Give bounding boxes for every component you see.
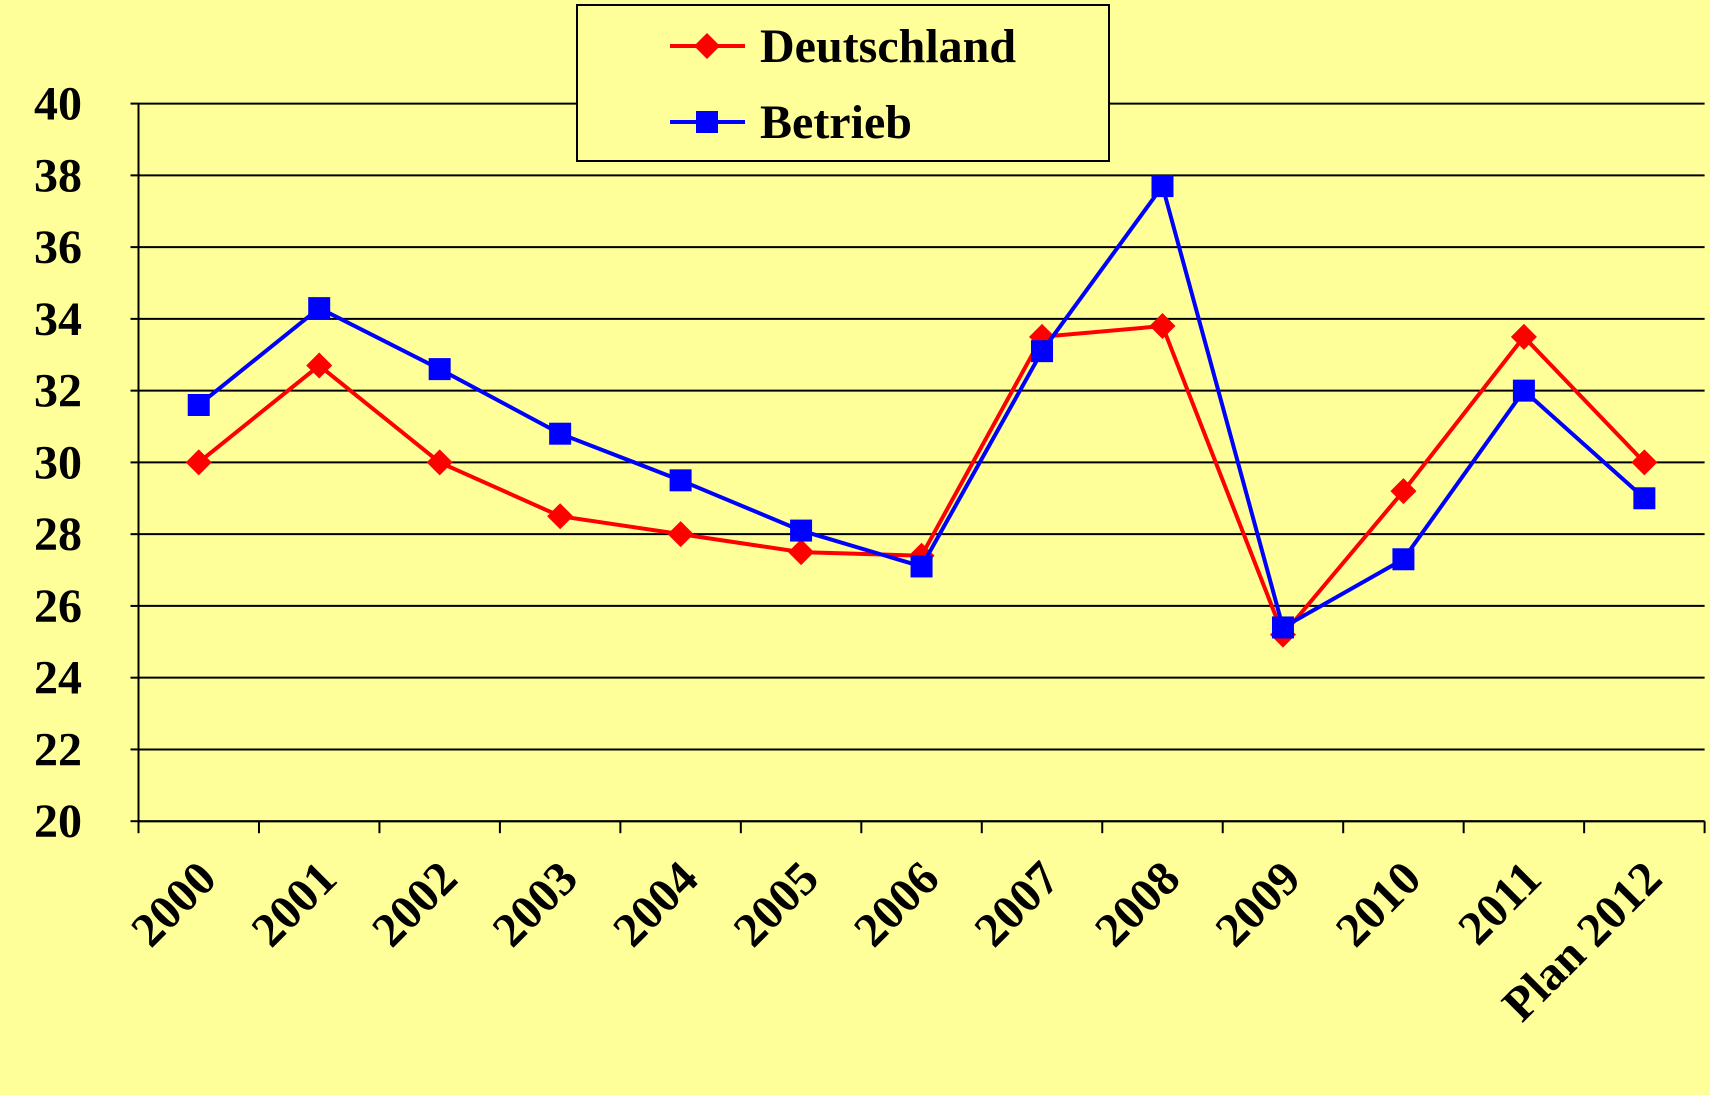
x-tick-label: 2006 (844, 852, 949, 957)
y-tick-label: 20 (34, 795, 82, 848)
y-tick-label: 32 (34, 365, 82, 418)
data-point (669, 469, 692, 492)
data-point (1271, 616, 1294, 639)
x-tick-label: 2009 (1205, 852, 1310, 957)
data-point (1631, 449, 1658, 476)
legend-marker (694, 33, 720, 59)
data-point (426, 449, 453, 476)
y-tick-label: 22 (34, 723, 82, 776)
x-tick-label: 2004 (603, 852, 708, 957)
x-tick-label: 2007 (964, 852, 1069, 957)
data-point (1390, 478, 1417, 505)
x-tick-label: 2003 (483, 852, 588, 957)
x-tick-label: 2002 (362, 852, 467, 957)
y-tick-label: 26 (34, 580, 82, 633)
data-point (788, 539, 815, 566)
data-point (667, 521, 694, 548)
legend: Deutschland Betrieb (576, 4, 1110, 162)
x-tick-label: 2000 (121, 852, 226, 957)
data-point (1149, 313, 1176, 340)
series-line (197, 323, 1646, 639)
data-point (910, 555, 933, 578)
y-tick-label: 36 (34, 221, 82, 274)
x-tick-label: 2010 (1326, 852, 1431, 957)
y-tick-label: 38 (34, 149, 82, 202)
data-point (549, 422, 572, 445)
data-point (1151, 175, 1174, 198)
data-point (185, 449, 212, 476)
y-tick-label: 30 (34, 436, 82, 489)
data-point (428, 358, 451, 381)
y-tick-label: 34 (34, 293, 82, 346)
legend-label: Deutschland (760, 20, 1016, 73)
data-point (306, 352, 333, 379)
x-tick-label: 2011 (1448, 852, 1551, 955)
x-tick-label: 2008 (1085, 852, 1190, 957)
data-point (1633, 487, 1656, 510)
y-tick-label: 40 (34, 78, 82, 131)
legend-marker (696, 111, 718, 133)
x-tick-label: 2001 (242, 852, 347, 957)
data-point (1510, 323, 1537, 350)
x-tick-label: 2005 (724, 852, 829, 957)
legend-box (576, 4, 1110, 162)
legend-label: Betrieb (760, 96, 912, 149)
data-point (790, 519, 813, 542)
data-point (547, 503, 574, 530)
data-point (308, 297, 331, 320)
data-point (1031, 340, 1054, 363)
data-point (1512, 379, 1535, 402)
data-point (187, 393, 210, 416)
y-tick-label: 24 (34, 652, 82, 705)
data-point (1392, 548, 1415, 571)
y-tick-label: 28 (34, 508, 82, 561)
